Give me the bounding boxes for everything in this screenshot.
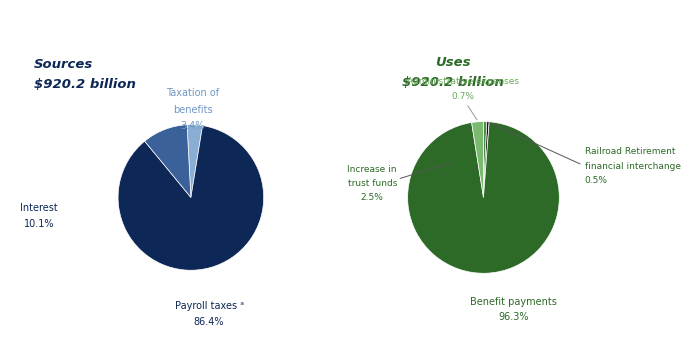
Text: Interest: Interest <box>20 202 58 213</box>
Text: 0.5%: 0.5% <box>584 176 608 185</box>
Text: 2.5%: 2.5% <box>361 193 384 202</box>
Text: 10.1%: 10.1% <box>24 219 55 229</box>
Wedge shape <box>471 122 484 197</box>
Text: Railroad Retirement: Railroad Retirement <box>584 147 675 156</box>
Wedge shape <box>408 122 560 273</box>
Text: 86.4%: 86.4% <box>194 317 224 327</box>
Text: Administrative expenses: Administrative expenses <box>407 77 520 86</box>
Text: $920.2 billion: $920.2 billion <box>402 76 504 89</box>
Wedge shape <box>118 125 264 270</box>
Text: Uses: Uses <box>435 56 471 69</box>
Text: 3.4%: 3.4% <box>181 121 205 131</box>
Text: $920.2 billion: $920.2 billion <box>34 78 136 91</box>
Wedge shape <box>484 122 489 197</box>
Text: 96.3%: 96.3% <box>499 312 529 322</box>
Text: Sources: Sources <box>34 58 93 71</box>
Text: Payroll taxes ᵃ: Payroll taxes ᵃ <box>175 301 244 311</box>
Text: Taxation of: Taxation of <box>166 88 219 98</box>
Text: 0.7%: 0.7% <box>452 92 475 101</box>
Text: Increase in: Increase in <box>348 165 397 174</box>
Text: trust funds: trust funds <box>348 179 397 188</box>
Wedge shape <box>187 125 203 197</box>
Text: financial interchange: financial interchange <box>584 162 680 171</box>
Text: Benefit payments: Benefit payments <box>471 297 558 306</box>
Wedge shape <box>145 125 191 197</box>
Text: benefits: benefits <box>173 104 213 115</box>
Wedge shape <box>484 122 487 197</box>
